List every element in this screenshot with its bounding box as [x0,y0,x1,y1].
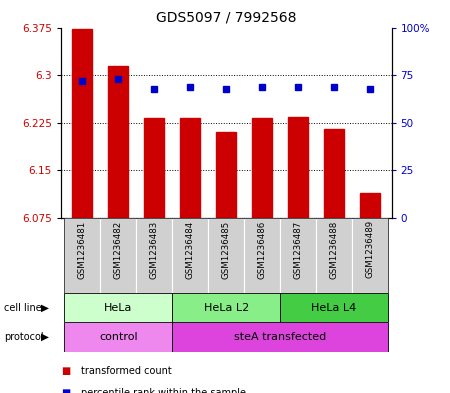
Text: ▶: ▶ [41,332,50,342]
Bar [280,218,316,293]
Bar [288,117,308,218]
Text: GSM1236481: GSM1236481 [78,220,87,279]
Bar [172,218,208,293]
Bar [280,293,388,322]
Text: GSM1236483: GSM1236483 [150,220,159,279]
Bar [360,193,380,218]
Text: ▶: ▶ [41,303,50,312]
Title: GDS5097 / 7992568: GDS5097 / 7992568 [156,11,297,25]
Text: ■: ■ [61,388,70,393]
Text: protocol: protocol [4,332,44,342]
Text: GSM1236485: GSM1236485 [221,220,230,279]
Text: percentile rank within the sample: percentile rank within the sample [81,388,246,393]
Bar [64,293,172,322]
Text: steA transfected: steA transfected [234,332,326,342]
Bar [172,293,280,322]
Bar [316,218,352,293]
Text: transformed count: transformed count [81,366,172,376]
Text: GSM1236486: GSM1236486 [257,220,266,279]
Text: HeLa: HeLa [104,303,132,312]
Text: GSM1236482: GSM1236482 [114,220,123,279]
Bar [324,129,344,218]
Bar [180,118,200,218]
Bar [72,29,92,218]
Bar [144,118,164,218]
Text: GSM1236484: GSM1236484 [186,220,195,279]
Bar [208,218,244,293]
Text: cell line: cell line [4,303,42,312]
Bar [172,322,388,352]
Bar [136,218,172,293]
Text: GSM1236487: GSM1236487 [293,220,302,279]
Bar [64,218,100,293]
Text: HeLa L4: HeLa L4 [311,303,356,312]
Text: HeLa L2: HeLa L2 [203,303,249,312]
Bar [216,132,236,218]
Bar [100,218,136,293]
Bar [108,66,128,218]
Bar [252,118,272,218]
Bar [352,218,388,293]
Bar [64,322,172,352]
Text: control: control [99,332,138,342]
Text: ■: ■ [61,366,70,376]
Text: GSM1236488: GSM1236488 [329,220,338,279]
Bar [244,218,280,293]
Text: GSM1236489: GSM1236489 [365,220,374,279]
